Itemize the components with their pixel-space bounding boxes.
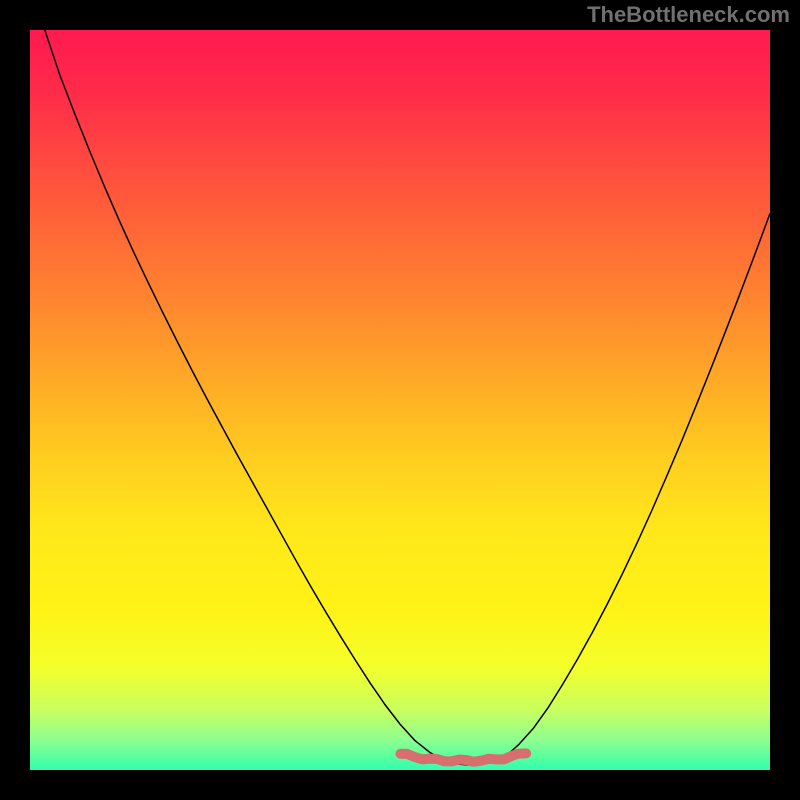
chart-container: TheBottleneck.com: [0, 0, 800, 800]
bottleneck-chart: [0, 0, 800, 800]
watermark-label: TheBottleneck.com: [587, 2, 790, 28]
plot-background: [30, 30, 770, 770]
plot-area: [0, 0, 800, 800]
